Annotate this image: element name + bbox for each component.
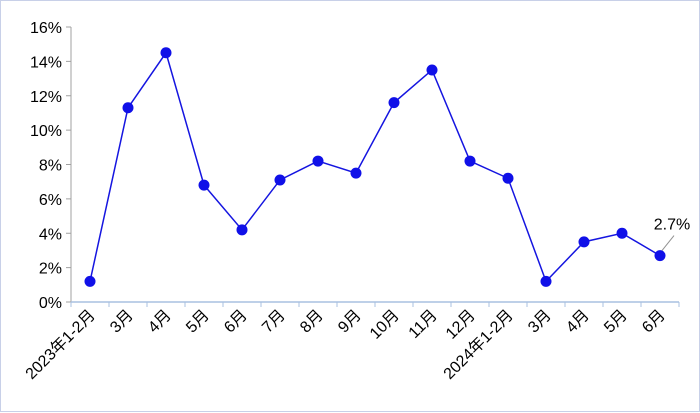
x-tick-label: 10月 xyxy=(367,307,403,343)
data-point xyxy=(160,47,172,59)
y-tick-label: 8% xyxy=(39,158,62,175)
data-point xyxy=(84,275,96,287)
x-tick-label: 9月 xyxy=(335,307,365,337)
y-tick-label: 16% xyxy=(30,20,62,37)
x-tick-label: 3月 xyxy=(525,307,555,337)
y-tick-label: 10% xyxy=(30,123,62,140)
data-point xyxy=(388,97,400,109)
data-point xyxy=(616,227,628,239)
x-tick-label: 2024年1-2月 xyxy=(440,306,517,383)
x-tick-label: 5月 xyxy=(601,307,631,337)
data-point xyxy=(578,236,590,248)
x-tick-label: 5月 xyxy=(183,307,213,337)
y-tick-label: 6% xyxy=(39,192,62,209)
data-label: 2.7% xyxy=(654,217,690,234)
series-line xyxy=(89,51,661,283)
data-point xyxy=(198,179,210,191)
y-tick-label: 12% xyxy=(30,89,62,106)
data-point xyxy=(502,172,514,184)
data-point xyxy=(464,155,476,167)
x-tick-label: 11月 xyxy=(406,307,441,342)
y-tick-label: 2% xyxy=(39,261,62,278)
data-point xyxy=(426,64,438,76)
data-point xyxy=(312,155,324,167)
x-tick-label: 4月 xyxy=(563,307,593,337)
data-point xyxy=(654,250,666,262)
data-point xyxy=(236,224,248,236)
x-tick-label: 6月 xyxy=(639,307,669,337)
y-tick-label: 4% xyxy=(39,226,62,243)
x-tick-label: 4月 xyxy=(145,307,175,337)
data-point xyxy=(540,275,552,287)
x-tick-label: 3月 xyxy=(107,307,137,337)
x-tick-label: 6月 xyxy=(221,307,251,337)
y-tick-label: 14% xyxy=(30,54,62,71)
data-point xyxy=(274,174,286,186)
y-tick-label: 0% xyxy=(39,295,62,312)
data-point xyxy=(122,102,134,114)
annotation-leader xyxy=(661,235,675,251)
data-point xyxy=(350,167,362,179)
x-tick-label: 7月 xyxy=(259,307,289,337)
x-tick-label: 2023年1-2月 xyxy=(22,306,99,383)
x-tick-label: 8月 xyxy=(297,307,327,337)
